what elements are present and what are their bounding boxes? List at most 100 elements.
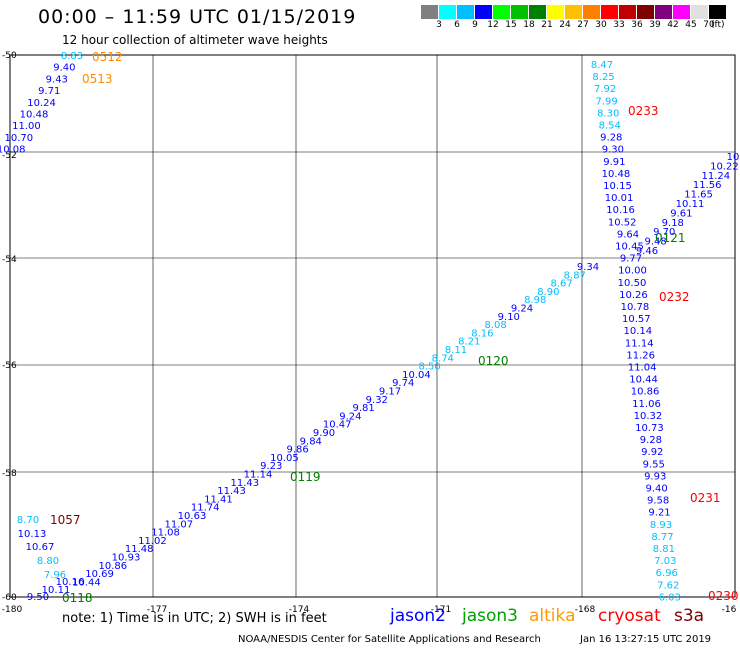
footnote: note: 1) Time is in UTC; 2) SWH is in fe… bbox=[62, 611, 327, 626]
wave-height-value: 9.28 bbox=[640, 435, 662, 446]
pass-time-label: 0233 bbox=[628, 104, 659, 118]
wave-height-value: 11.65 bbox=[684, 190, 713, 201]
wave-height-value: 9.24 bbox=[339, 411, 361, 422]
color-legend bbox=[421, 5, 727, 19]
wave-height-value: 9.70 bbox=[653, 227, 675, 238]
wave-height-value: 9.10 bbox=[498, 312, 520, 323]
wave-height-value: 10.52 bbox=[608, 217, 637, 228]
wave-height-value: 8.87 bbox=[564, 270, 586, 281]
wave-height-value: 9.40 bbox=[646, 484, 668, 495]
wave-height-value: 7.99 bbox=[596, 96, 618, 107]
wave-height-value: 10.69 bbox=[85, 569, 114, 580]
wave-height-value: 9.28 bbox=[600, 133, 622, 144]
wave-height-value: 9.86 bbox=[286, 445, 308, 456]
wave-height-value: 9.17 bbox=[379, 387, 401, 398]
legend-label: 12 bbox=[487, 20, 499, 30]
wave-height-value: 10.44 bbox=[629, 375, 658, 386]
mission-jason2: jason2 bbox=[390, 606, 446, 626]
legend-label: 27 bbox=[577, 20, 589, 30]
wave-height-value: 10.93 bbox=[112, 553, 141, 564]
legend-swatch bbox=[439, 5, 457, 19]
wave-height-value: 9.91 bbox=[603, 157, 625, 168]
pass-time-label: 0232 bbox=[659, 290, 690, 304]
longitude-tick-label: -177 bbox=[147, 605, 167, 615]
wave-height-value: 10.70 bbox=[4, 133, 33, 144]
mission-altika: altika bbox=[529, 606, 576, 626]
wave-height-value: 9.43 bbox=[46, 74, 68, 85]
color-legend-labels: 3 6 9 12 15 18 21 24 27 30 33 36 39 42 45 70 bbox=[421, 20, 740, 34]
legend-swatch bbox=[673, 5, 691, 19]
wave-height-value: 8.30 bbox=[597, 108, 619, 119]
wave-height-value: 8.16 bbox=[471, 328, 493, 339]
legend-label: 3 bbox=[436, 20, 442, 30]
pass-time-label: 0118 bbox=[62, 591, 93, 605]
legend-swatch bbox=[529, 5, 547, 19]
wave-height-value: 9.34 bbox=[577, 262, 599, 273]
wave-height-value: 9.64 bbox=[617, 229, 639, 240]
wave-height-value: 11.00 bbox=[12, 121, 41, 132]
wave-height-value: 10.22 bbox=[710, 161, 739, 172]
wave-height-value: 9.46 bbox=[636, 246, 658, 257]
wave-height-value: 10.00 bbox=[618, 266, 647, 277]
legend-swatch bbox=[493, 5, 511, 19]
wave-height-value: 10.78 bbox=[621, 302, 650, 313]
legend-swatch bbox=[691, 5, 709, 19]
legend-swatch bbox=[547, 5, 565, 19]
wave-height-value: 8.77 bbox=[651, 532, 673, 543]
latitude-tick-label: -50 bbox=[2, 51, 17, 61]
wave-height-value: 8.81 bbox=[653, 544, 675, 555]
legend-swatch bbox=[637, 5, 655, 19]
wave-height-value: 11.06 bbox=[632, 399, 661, 410]
wave-height-value: 10.16 bbox=[606, 205, 635, 216]
wave-height-value: 11.26 bbox=[626, 350, 655, 361]
wave-height-value: 10.15 bbox=[603, 181, 632, 192]
legend-label: 70 bbox=[703, 20, 715, 30]
wave-height-value: 8.74 bbox=[432, 353, 454, 364]
wave-height-value: 10.08 bbox=[0, 145, 26, 156]
wave-height-value: 11.56 bbox=[693, 180, 722, 191]
wave-height-value: 8.67 bbox=[550, 279, 572, 290]
wave-height-value: 9.61 bbox=[670, 208, 692, 219]
wave-height-value: 10.57 bbox=[622, 314, 651, 325]
wave-height-value: 9.40 bbox=[53, 63, 75, 74]
pass-time-label: 1057 bbox=[50, 513, 81, 527]
wave-height-value: 9.90 bbox=[313, 428, 335, 439]
wave-height-value: 10.04 bbox=[402, 370, 431, 381]
wave-height-value: 9.58 bbox=[647, 496, 669, 507]
wave-height-value: 11.48 bbox=[125, 544, 154, 555]
wave-height-value: 9.24 bbox=[511, 304, 533, 315]
wave-height-value: 11.43 bbox=[230, 478, 259, 489]
wave-height-value: 8.70 bbox=[17, 515, 39, 526]
legend-swatch bbox=[421, 5, 439, 19]
wave-height-value: 7.96 bbox=[44, 570, 66, 581]
wave-height-value: 9.18 bbox=[662, 218, 684, 229]
legend-swatch bbox=[565, 5, 583, 19]
wave-height-value: 7.03 bbox=[654, 556, 676, 567]
legend-swatch bbox=[619, 5, 637, 19]
wave-height-value: 11.08 bbox=[151, 528, 180, 539]
wave-height-value: 11.74 bbox=[191, 503, 220, 514]
wave-height-value: 11.02 bbox=[138, 536, 167, 547]
wave-height-value: 7.92 bbox=[594, 84, 616, 95]
wave-height-value: 8.47 bbox=[591, 60, 613, 71]
legend-swatch bbox=[457, 5, 475, 19]
longitude-tick-label: -16 bbox=[722, 605, 737, 615]
latitude-tick-label: -54 bbox=[2, 255, 17, 265]
pass-time-label: 0120 bbox=[478, 354, 509, 368]
wave-height-value: 6.03 bbox=[659, 592, 681, 603]
wave-height-value: 9.55 bbox=[643, 459, 665, 470]
generated-timestamp: Jan 16 13:27:15 UTC 2019 bbox=[580, 634, 712, 645]
pass-time-label: 0230 bbox=[708, 589, 739, 603]
wave-height-value: 9.74 bbox=[392, 378, 414, 389]
wave-height-value: 8.08 bbox=[484, 320, 506, 331]
wave-height-value: 7.62 bbox=[657, 580, 679, 591]
wave-height-value: 10.67 bbox=[26, 542, 55, 553]
longitude-tick-label: -171 bbox=[431, 605, 451, 615]
wave-height-value: 8.93 bbox=[650, 520, 672, 531]
wave-height-value: 9.30 bbox=[602, 145, 624, 156]
longitude-tick-label: -168 bbox=[575, 605, 596, 615]
wave-height-value: 8.83 bbox=[61, 51, 83, 62]
pass-time-label: 0512 bbox=[92, 50, 123, 64]
wave-height-value: 11.14 bbox=[625, 338, 654, 349]
pass-time-label: 0119 bbox=[290, 470, 321, 484]
